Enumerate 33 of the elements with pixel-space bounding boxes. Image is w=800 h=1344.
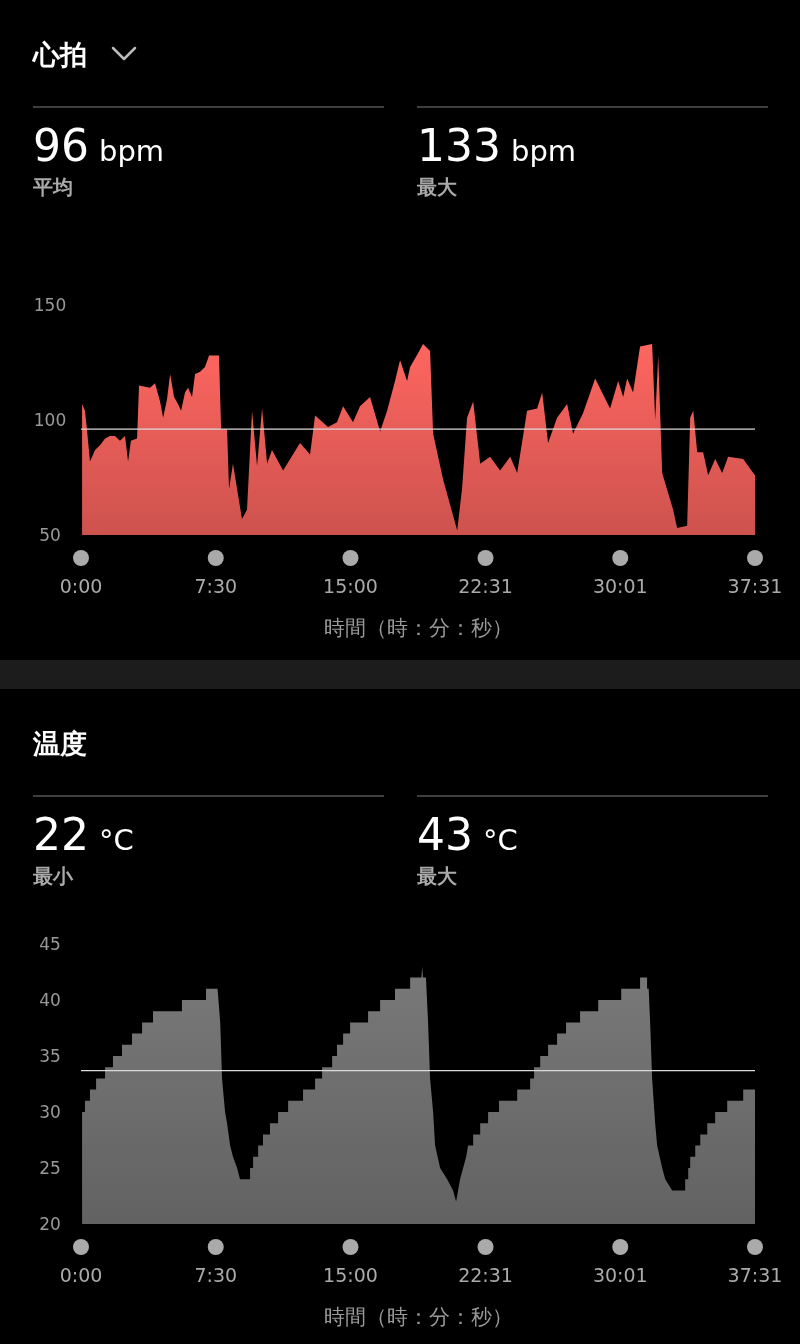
text: 133 bpm: [417, 120, 577, 171]
x-tick-label: 30:01: [592, 1264, 648, 1286]
x-axis-title: 時間（時：分：秒）: [323, 616, 513, 640]
x-tick-label: 7:30: [194, 575, 238, 597]
text: 平均: [32, 175, 73, 199]
y-tick-label: 20: [39, 1214, 61, 1234]
text: 最小: [32, 864, 74, 888]
x-tick-label: 37:31: [727, 1264, 783, 1286]
chart-title: 温度: [32, 728, 87, 759]
text: 22 °C: [33, 809, 134, 860]
y-tick-label: 30: [39, 1102, 61, 1122]
x-tick-label: 0:00: [59, 1264, 103, 1286]
x-tick-label: 22:31: [458, 1264, 513, 1286]
x-tick-label: 22:31: [458, 575, 513, 597]
y-tick-label: 40: [39, 990, 61, 1010]
y-tick-label: 50: [39, 525, 61, 545]
x-tick-label: 7:30: [194, 1264, 238, 1286]
x-axis-title: 時間（時：分：秒）: [323, 1305, 513, 1329]
text: 最大: [416, 175, 458, 199]
text: 43 °C: [417, 809, 518, 860]
text: 最大: [416, 864, 458, 888]
y-tick-label: 150: [33, 295, 67, 315]
x-tick-label: 30:01: [592, 575, 648, 597]
y-tick-label: 45: [39, 934, 61, 954]
chart-title: 心拍: [31, 39, 87, 70]
x-tick-label: 0:00: [59, 575, 103, 597]
y-tick-label: 100: [33, 410, 67, 430]
x-tick-label: 37:31: [727, 575, 783, 597]
text: 96 bpm: [33, 120, 165, 171]
x-tick-label: 15:00: [323, 575, 378, 597]
y-tick-label: 35: [39, 1046, 61, 1066]
x-tick-label: 15:00: [323, 1264, 378, 1286]
y-tick-label: 25: [39, 1158, 61, 1178]
